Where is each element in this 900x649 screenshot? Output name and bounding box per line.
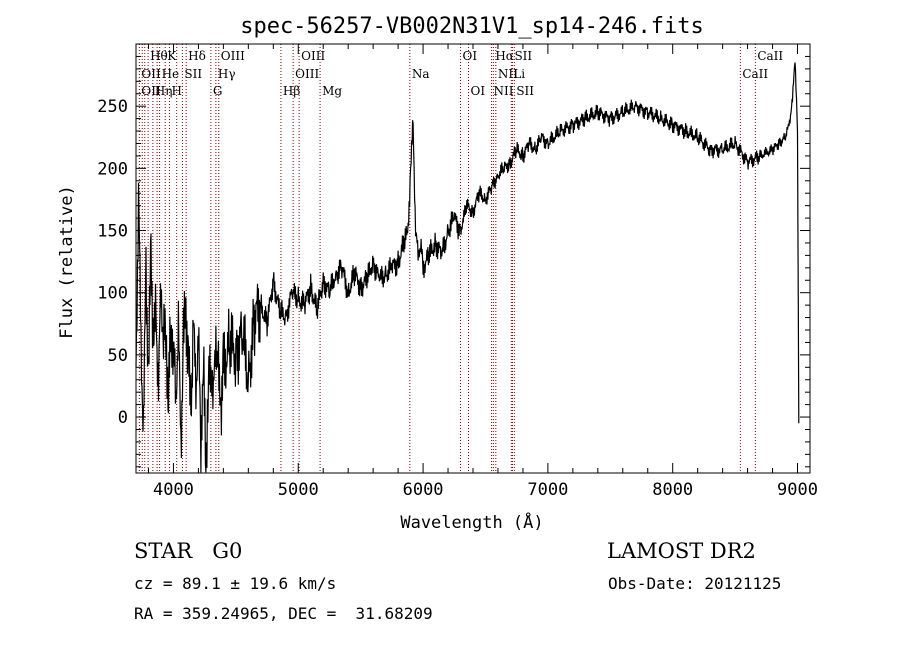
spectral-line-label: OI [463,49,478,63]
y-tick-label: 0 [118,408,128,428]
spectral-line-label: OII [141,67,161,81]
spectral-class-text: STAR G0 [134,539,243,563]
spectral-line-label: Na [412,67,430,81]
spectral-line-label: OIII [295,67,319,81]
x-tick-label: 7000 [527,480,568,500]
x-axis-ticks: 4000 5000 6000 7000 8000 9000 [147,44,818,500]
y-axis-label: Flux (relative) [57,185,77,339]
observation-date-text: Obs-Date: 20121125 [608,574,782,593]
spectral-line-label: OII [141,84,161,98]
spectral-line-label: K [167,49,177,63]
x-tick-label: 9000 [777,480,818,500]
x-tick-label: 6000 [403,480,444,500]
spectral-line-label: Hα [495,49,514,63]
redshift-text: cz = 89.1 ± 19.6 km/s [134,574,337,593]
x-tick-label: 8000 [652,480,693,500]
survey-label: LAMOST DR2 [607,539,756,563]
spectral-line-label: NII [498,67,518,81]
spectral-line-label: NII [493,84,513,98]
spectral-line-label: SII [184,67,202,81]
spectral-line-label: Hθ [150,49,168,63]
spectral-line-label: Li [513,67,525,81]
spectral-line-label: SII [516,84,534,98]
chart-title: spec-56257-VB002N31V1_sp14-246.fits [240,14,704,39]
spectral-line-label: CaII [757,49,783,63]
spectral-line-label: He [162,67,180,81]
spectral-line-label: Hγ [218,67,236,81]
spectral-line-label: Hβ [283,84,300,98]
y-tick-label: 150 [97,222,128,242]
spectral-line-label: CaII [742,67,768,81]
spectral-line-label: OI [471,84,486,98]
coordinates-text: RA = 359.24965, DEC = 31.68209 [134,604,433,623]
spectral-line-label: OIII [301,49,325,63]
spectral-line-label: OIII [221,49,245,63]
spectral-line-label: SII [514,49,532,63]
y-tick-label: 100 [97,284,128,304]
spectral-line-label: Mg [322,84,342,98]
spectral-line-label: G [213,84,223,98]
y-tick-label: 200 [97,159,128,179]
x-tick-label: 4000 [153,480,194,500]
spectrum-series-line [135,62,800,473]
spectral-line-markers [138,44,756,473]
y-tick-label: 50 [108,346,128,366]
plot-frame [135,43,811,474]
x-tick-label: 5000 [278,480,319,500]
spectral-line-label: Hη [155,84,173,98]
spectral-line-label: Hδ [188,49,206,63]
y-tick-label: 250 [97,97,128,117]
x-axis-label: Wavelength (Å) [400,511,543,533]
spectral-line-label: H [171,84,181,98]
y-axis-ticks: 0 50 100 150 200 250 [97,55,810,468]
